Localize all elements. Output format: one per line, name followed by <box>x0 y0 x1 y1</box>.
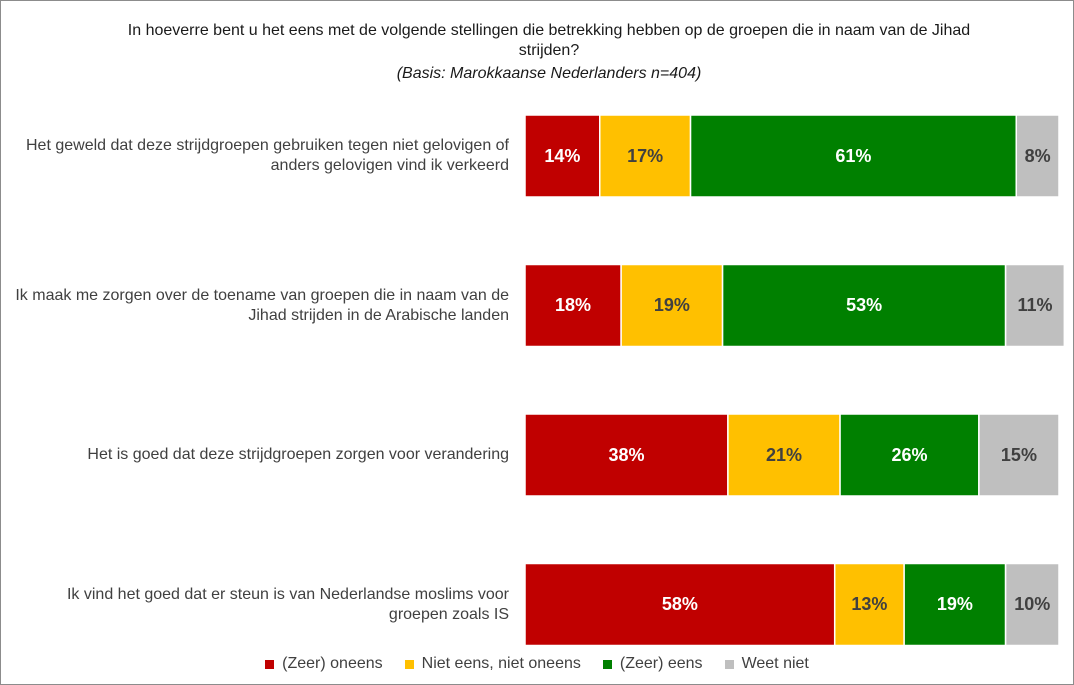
chart-title: In hoeverre bent u het eens met de volge… <box>127 22 971 59</box>
value-label: 58% <box>661 594 698 614</box>
value-label: 61% <box>835 145 872 166</box>
bar-segment <box>1004 263 1066 348</box>
value-label: 10% <box>1014 594 1051 614</box>
bar-segment <box>620 263 724 348</box>
bar-segment <box>524 263 622 348</box>
bar-segment <box>721 263 1007 348</box>
bar-segment <box>978 413 1060 497</box>
bar-segment <box>1015 114 1060 198</box>
legend-swatch <box>265 659 275 669</box>
bar-segment <box>727 413 841 497</box>
category-label: Het is goed dat deze strijdgroepen zorge… <box>87 446 509 463</box>
value-label: 17% <box>627 145 664 166</box>
bar-segment <box>599 114 692 198</box>
bar-segment <box>524 413 729 497</box>
bar-segment <box>524 562 836 647</box>
value-label: 26% <box>891 444 928 465</box>
value-label: 19% <box>936 594 973 614</box>
chart-subtitle: (Basis: Marokkaanse Nederlanders n=404) <box>396 65 702 82</box>
legend-item: (Zeer) eens <box>602 655 703 673</box>
value-label: 21% <box>765 444 802 465</box>
legend-swatch <box>602 659 612 669</box>
legend-item: Weet niet <box>724 655 809 673</box>
value-label: 18% <box>555 295 592 315</box>
value-label: 13% <box>851 594 888 614</box>
legend-label: (Zeer) eens <box>619 655 703 672</box>
legend-swatch <box>724 659 734 669</box>
value-label: 53% <box>846 295 883 315</box>
legend-label: (Zeer) oneens <box>282 655 383 672</box>
value-label: 15% <box>1000 444 1037 465</box>
value-label: 11% <box>1017 295 1053 315</box>
category-label: Ik vind het goed dat er steun is van Ned… <box>66 585 509 623</box>
value-label: 38% <box>608 444 645 465</box>
legend-label: Weet niet <box>741 655 809 672</box>
bar-segment <box>524 114 601 198</box>
category-label: Het geweld dat deze strijdgroepen gebrui… <box>26 137 509 174</box>
legend-swatch <box>404 659 414 669</box>
legend: (Zeer) oneens Niet eens, niet oneens (Zeer… <box>1 655 1073 673</box>
value-label: 19% <box>653 295 690 315</box>
legend-item: (Zeer) oneens <box>265 655 383 673</box>
legend-label: Niet eens, niet oneens <box>421 655 581 672</box>
value-label: 14% <box>544 145 581 166</box>
value-label: 8% <box>1024 145 1051 166</box>
legend-item: Niet eens, niet oneens <box>404 655 581 673</box>
bar-segment <box>1004 562 1060 647</box>
category-label: Ik maak me zorgen over de toename van gr… <box>15 286 509 324</box>
bar-segment <box>833 562 905 647</box>
bar-segment <box>689 114 1018 198</box>
